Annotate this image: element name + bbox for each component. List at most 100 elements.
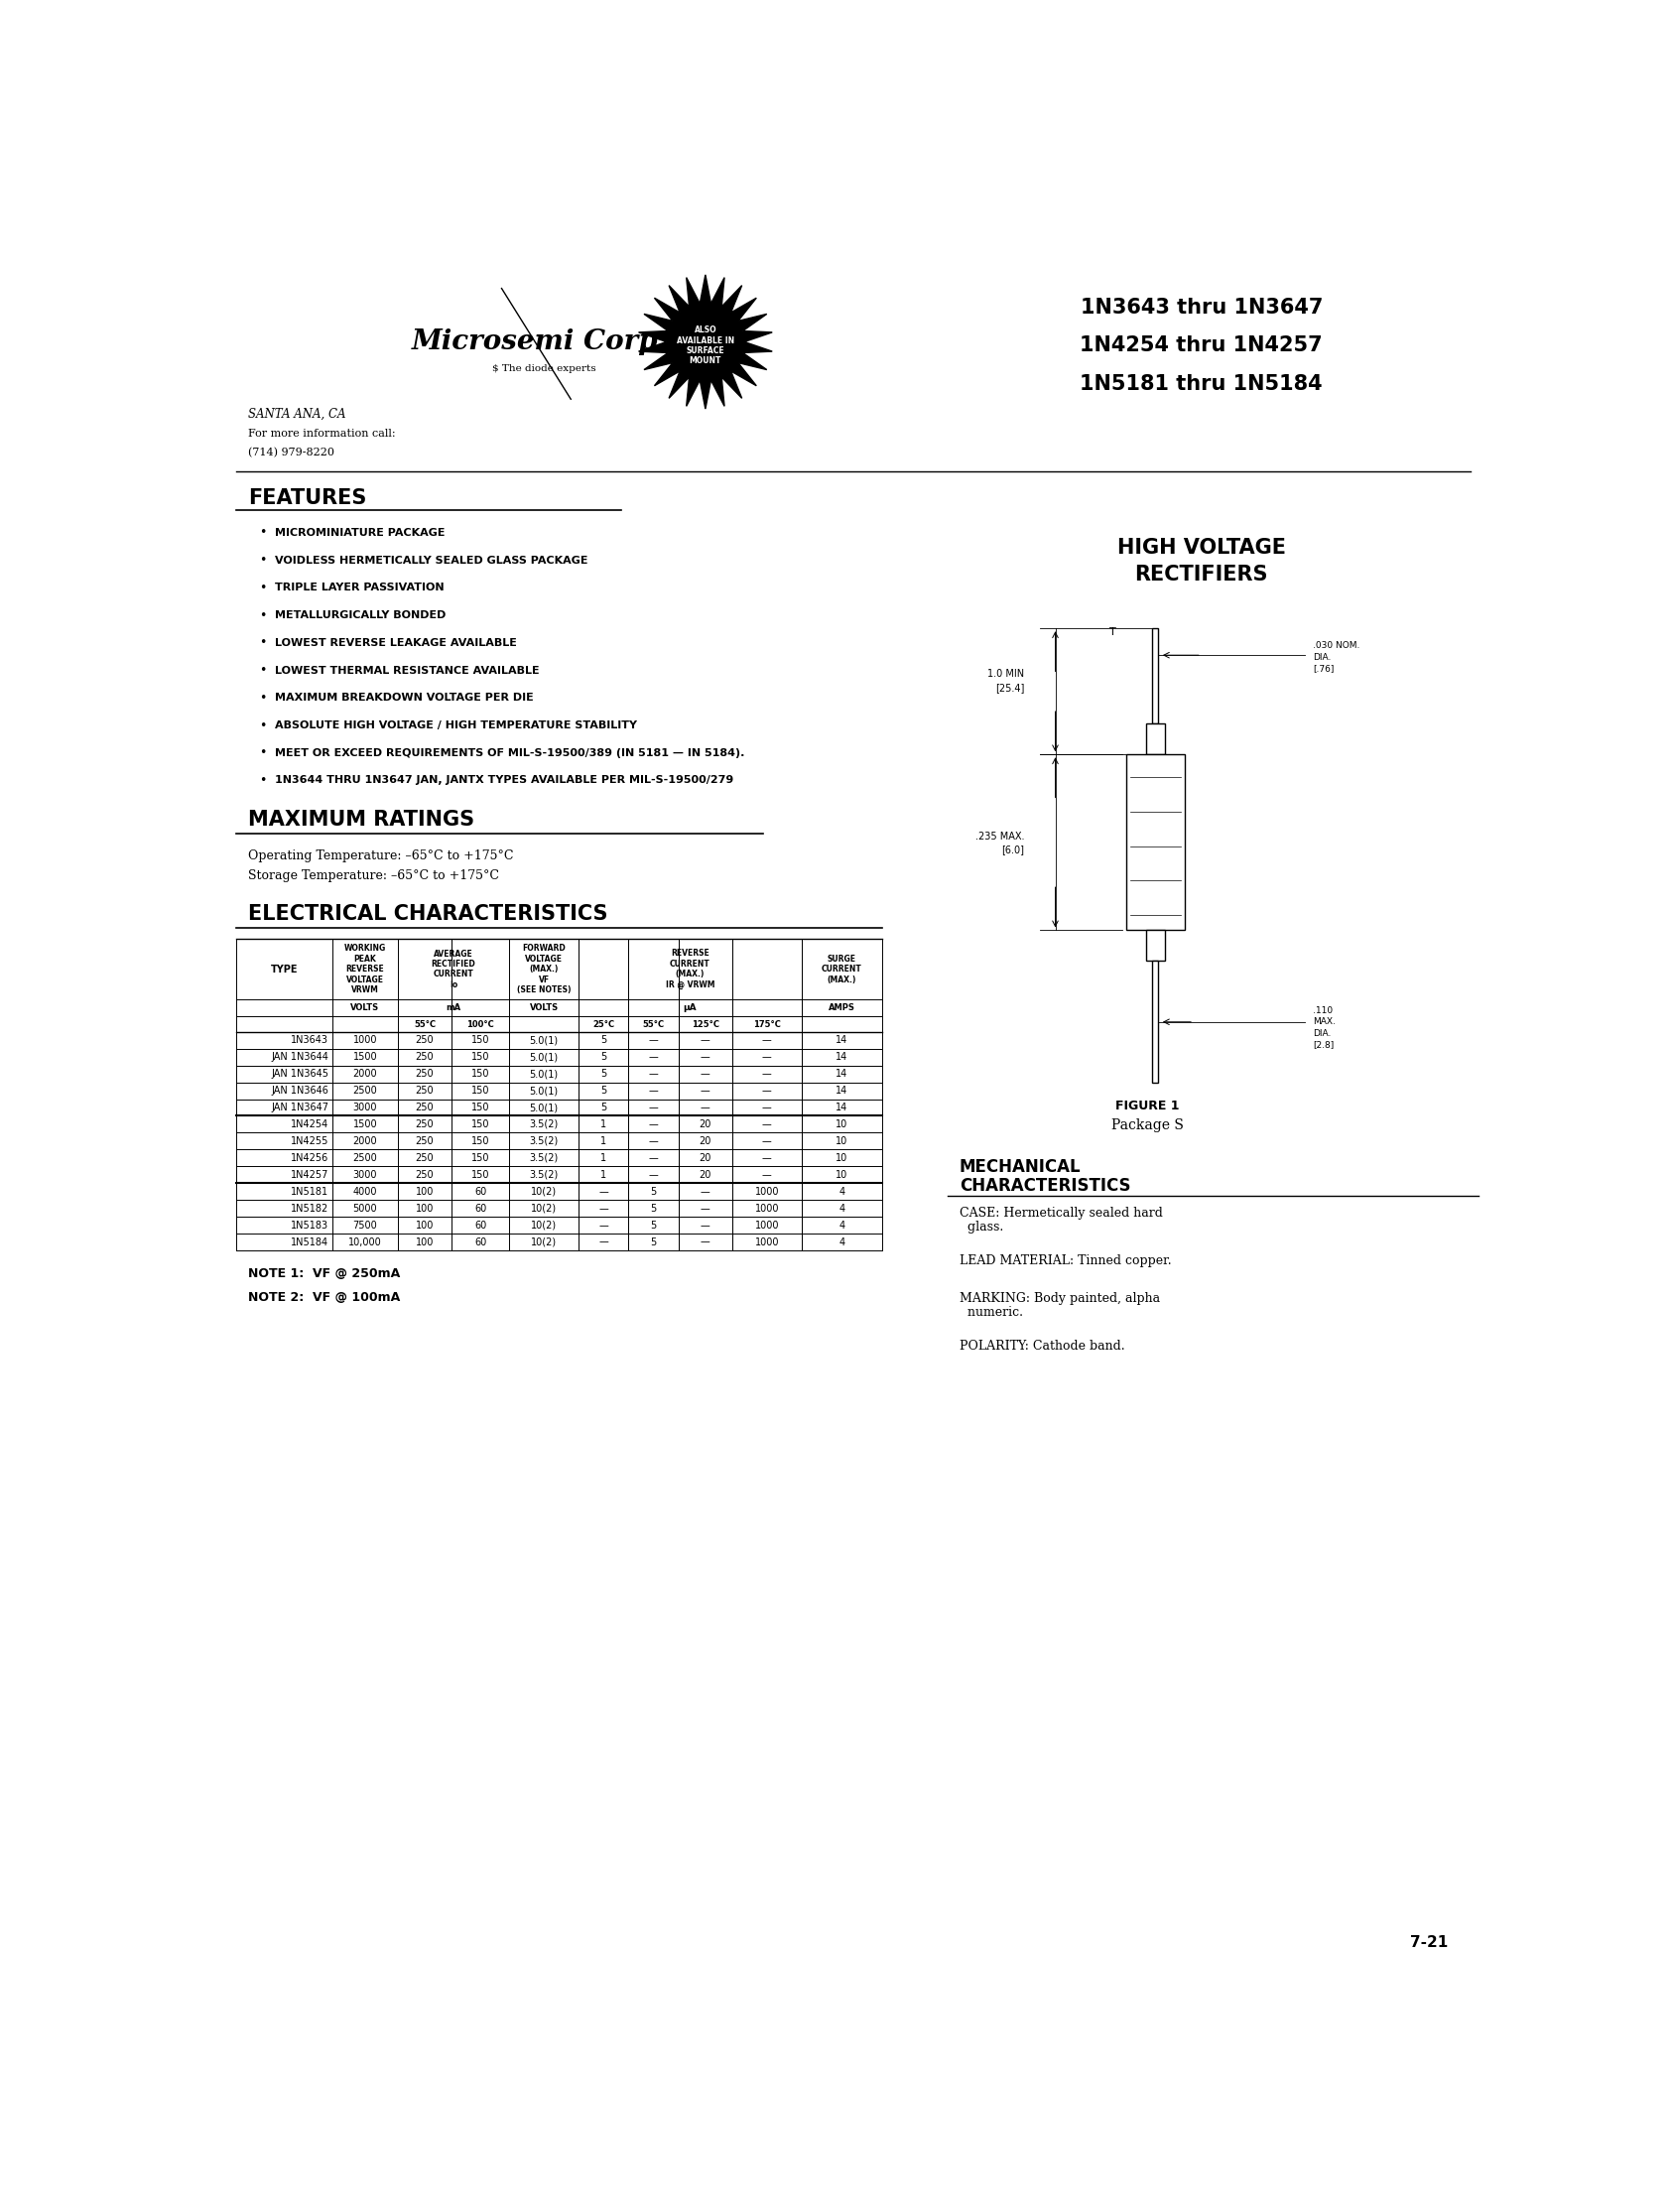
Text: •: • xyxy=(260,553,266,566)
Text: 10,000: 10,000 xyxy=(348,1237,382,1248)
Text: •: • xyxy=(260,745,266,759)
Text: numeric.: numeric. xyxy=(960,1305,1023,1318)
Text: —: — xyxy=(648,1053,658,1062)
Text: MEET OR EXCEED REQUIREMENTS OF MIL-S-19500/389 (IN 5181 — IN 5184).: MEET OR EXCEED REQUIREMENTS OF MIL-S-195… xyxy=(275,748,744,759)
Text: 14: 14 xyxy=(836,1068,848,1079)
Text: NOTE 2:  VF @ 100mA: NOTE 2: VF @ 100mA xyxy=(248,1292,400,1305)
Text: 4: 4 xyxy=(839,1203,844,1214)
Text: MECHANICAL: MECHANICAL xyxy=(960,1159,1080,1177)
Text: 2500: 2500 xyxy=(353,1086,377,1095)
Text: NOTE 1:  VF @ 250mA: NOTE 1: VF @ 250mA xyxy=(248,1267,400,1281)
Text: —: — xyxy=(648,1119,658,1130)
Bar xyxy=(1146,723,1164,754)
Text: METALLURGICALLY BONDED: METALLURGICALLY BONDED xyxy=(275,611,446,619)
Text: glass.: glass. xyxy=(960,1221,1003,1232)
Text: 14: 14 xyxy=(836,1053,848,1062)
Text: —: — xyxy=(762,1137,772,1146)
Text: [25.4]: [25.4] xyxy=(995,684,1025,692)
Text: —: — xyxy=(762,1068,772,1079)
Text: —: — xyxy=(700,1068,710,1079)
Text: For more information call:: For more information call: xyxy=(248,429,395,438)
Text: 150: 150 xyxy=(471,1137,489,1146)
Text: 250: 250 xyxy=(415,1152,434,1164)
Text: TYPE: TYPE xyxy=(271,964,298,973)
Text: 5.0(1): 5.0(1) xyxy=(529,1102,558,1113)
Text: (714) 979-8220: (714) 979-8220 xyxy=(248,447,333,458)
Text: 1N4257: 1N4257 xyxy=(290,1170,328,1179)
Text: [6.0]: [6.0] xyxy=(1002,845,1025,856)
Text: 1N5181: 1N5181 xyxy=(291,1186,328,1197)
Text: POLARITY: Cathode band.: POLARITY: Cathode band. xyxy=(960,1340,1124,1352)
Text: JAN 1N3647: JAN 1N3647 xyxy=(271,1102,328,1113)
Text: •: • xyxy=(260,664,266,677)
Text: 150: 150 xyxy=(471,1152,489,1164)
Text: 1N5183: 1N5183 xyxy=(291,1221,328,1230)
Text: LOWEST THERMAL RESISTANCE AVAILABLE: LOWEST THERMAL RESISTANCE AVAILABLE xyxy=(275,666,539,675)
Text: 7-21: 7-21 xyxy=(1410,1936,1447,1951)
Text: 55°C: 55°C xyxy=(643,1020,665,1029)
Text: —: — xyxy=(700,1186,710,1197)
Text: $ The diode experts: $ The diode experts xyxy=(492,365,596,374)
Text: 1N5181 thru 1N5184: 1N5181 thru 1N5184 xyxy=(1080,374,1323,394)
Text: 20: 20 xyxy=(698,1137,712,1146)
Text: 150: 150 xyxy=(471,1119,489,1130)
Text: AMPS: AMPS xyxy=(829,1004,856,1013)
Text: 250: 250 xyxy=(415,1170,434,1179)
Text: 4: 4 xyxy=(839,1186,844,1197)
Text: 3000: 3000 xyxy=(353,1170,377,1179)
Text: •: • xyxy=(260,774,266,787)
Text: 5: 5 xyxy=(600,1102,606,1113)
Text: 4000: 4000 xyxy=(353,1186,377,1197)
Text: 55°C: 55°C xyxy=(414,1020,436,1029)
Text: 20: 20 xyxy=(698,1152,712,1164)
Text: 250: 250 xyxy=(415,1137,434,1146)
Text: 250: 250 xyxy=(415,1053,434,1062)
Text: —: — xyxy=(648,1102,658,1113)
Text: 5000: 5000 xyxy=(353,1203,377,1214)
Text: MARKING: Body painted, alpha: MARKING: Body painted, alpha xyxy=(960,1292,1159,1305)
Text: 1N4255: 1N4255 xyxy=(290,1137,328,1146)
Text: 14: 14 xyxy=(836,1086,848,1095)
Text: 5: 5 xyxy=(600,1086,606,1095)
Text: MAXIMUM BREAKDOWN VOLTAGE PER DIE: MAXIMUM BREAKDOWN VOLTAGE PER DIE xyxy=(275,692,533,703)
Text: •: • xyxy=(260,582,266,595)
Text: .235 MAX.: .235 MAX. xyxy=(975,832,1025,843)
Text: Storage Temperature: –65°C to +175°C: Storage Temperature: –65°C to +175°C xyxy=(248,869,499,883)
Text: 10(2): 10(2) xyxy=(531,1237,556,1248)
Text: 1N4254: 1N4254 xyxy=(291,1119,328,1130)
Text: 5.0(1): 5.0(1) xyxy=(529,1068,558,1079)
Polygon shape xyxy=(638,274,772,409)
Text: —: — xyxy=(648,1086,658,1095)
Text: 5: 5 xyxy=(600,1035,606,1046)
Text: 175°C: 175°C xyxy=(754,1020,781,1029)
Text: Package S: Package S xyxy=(1112,1117,1184,1133)
Text: •: • xyxy=(260,608,266,622)
Text: 60: 60 xyxy=(474,1237,486,1248)
Text: •: • xyxy=(260,526,266,540)
Text: 14: 14 xyxy=(836,1102,848,1113)
Text: ELECTRICAL CHARACTERISTICS: ELECTRICAL CHARACTERISTICS xyxy=(248,905,608,925)
Text: —: — xyxy=(598,1203,608,1214)
Text: 5: 5 xyxy=(650,1221,657,1230)
Text: ALSO
AVAILABLE IN
SURFACE
MOUNT: ALSO AVAILABLE IN SURFACE MOUNT xyxy=(677,325,734,365)
Text: 1: 1 xyxy=(600,1170,606,1179)
Text: —: — xyxy=(648,1035,658,1046)
Bar xyxy=(1152,628,1159,723)
Text: 1: 1 xyxy=(600,1152,606,1164)
Text: 20: 20 xyxy=(698,1119,712,1130)
Text: 150: 150 xyxy=(471,1035,489,1046)
Text: 20: 20 xyxy=(698,1170,712,1179)
Text: 5: 5 xyxy=(650,1203,657,1214)
Text: 1500: 1500 xyxy=(353,1119,377,1130)
Text: •: • xyxy=(260,637,266,650)
Text: 1000: 1000 xyxy=(755,1221,779,1230)
Text: VOLTS: VOLTS xyxy=(350,1004,380,1013)
Text: CASE: Hermetically sealed hard: CASE: Hermetically sealed hard xyxy=(960,1206,1162,1219)
Text: 14: 14 xyxy=(836,1035,848,1046)
Text: —: — xyxy=(598,1221,608,1230)
Text: 10: 10 xyxy=(836,1170,848,1179)
Text: HIGH VOLTAGE: HIGH VOLTAGE xyxy=(1117,538,1286,557)
Text: 1000: 1000 xyxy=(353,1035,377,1046)
Text: SANTA ANA, CA: SANTA ANA, CA xyxy=(248,407,345,420)
Text: —: — xyxy=(700,1203,710,1214)
